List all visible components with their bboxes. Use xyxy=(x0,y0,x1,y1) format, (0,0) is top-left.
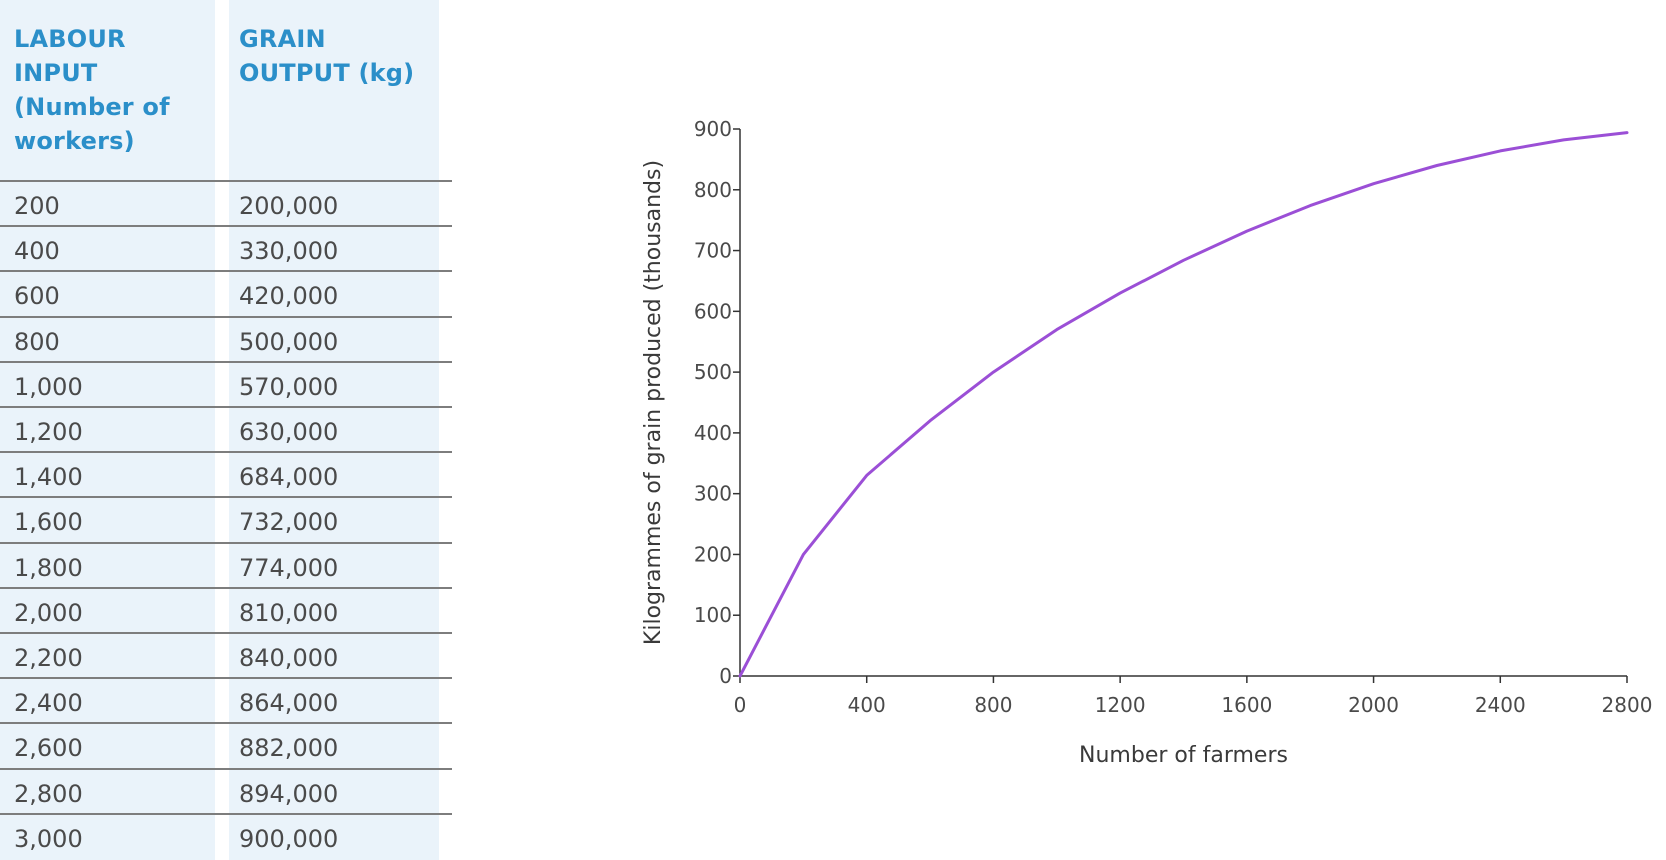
y-tick-label: 0 xyxy=(719,664,732,688)
table-row: 200 200,000 xyxy=(0,180,452,225)
x-tick-label: 1200 xyxy=(1095,693,1146,717)
table-row: 2,000 810,000 xyxy=(0,586,452,632)
table-row: 3,000 900,000 xyxy=(0,812,452,858)
x-tick-label: 0 xyxy=(734,693,747,717)
grain-output-cell: 840,000 xyxy=(239,644,339,672)
series-layer xyxy=(738,131,1629,678)
labour-input-cell: 2,200 xyxy=(14,644,83,672)
x-tick-label: 400 xyxy=(848,693,886,717)
grain-output-cell: 500,000 xyxy=(239,327,339,356)
grain-output-cell: 894,000 xyxy=(239,779,339,808)
grain-output-cell: 732,000 xyxy=(239,508,339,537)
x-tick-label: 800 xyxy=(974,693,1012,717)
table-row: 1,600 732,000 xyxy=(0,496,452,541)
y-tick-label: 900 xyxy=(694,117,732,141)
grain-column-background xyxy=(229,0,439,860)
y-tick-label: 300 xyxy=(694,482,732,506)
y-tick-label: 500 xyxy=(694,360,732,384)
y-axis: 0 100 200 300 400 500 600 700 800 900 xyxy=(694,117,741,688)
table-row: 1,800 774,000 xyxy=(0,541,452,587)
y-tick-label: 700 xyxy=(694,239,732,263)
y-tick-label: 800 xyxy=(694,178,732,202)
labour-input-cell: 1,800 xyxy=(14,553,83,582)
table-row: 2,200 840,000 xyxy=(0,632,452,677)
labour-input-cell: 1,000 xyxy=(14,372,83,401)
grain-output-cell: 810,000 xyxy=(239,598,339,627)
table-row: 1,000 570,000 xyxy=(0,360,452,406)
labour-input-cell: 800 xyxy=(14,327,60,356)
labour-input-header: LABOUR INPUT (Number of workers) xyxy=(14,25,170,155)
grain-output-cell: 684,000 xyxy=(239,463,339,492)
table-row: 600 420,000 xyxy=(0,270,452,315)
grain-output-cell: 330,000 xyxy=(239,237,339,266)
grain-output-cell: 420,000 xyxy=(239,282,339,311)
grain-output-header: GRAIN OUTPUT (kg) xyxy=(239,25,415,87)
grain-output-cell: 900,000 xyxy=(239,824,339,853)
series-line xyxy=(738,131,1629,678)
labour-input-cell: 1,600 xyxy=(14,508,83,537)
labour-input-cell: 1,400 xyxy=(14,463,83,492)
labour-input-cell: 1,200 xyxy=(14,418,83,446)
grain-output-cell: 570,000 xyxy=(239,372,339,401)
labour-column-background xyxy=(0,0,215,860)
labour-input-cell: 600 xyxy=(14,282,60,311)
table-row: 2,400 864,000 xyxy=(0,677,452,722)
labour-input-cell: 2,400 xyxy=(14,689,83,718)
labour-input-cell: 400 xyxy=(14,237,60,266)
labour-input-cell: 200 xyxy=(14,192,60,220)
x-tick-label: 2400 xyxy=(1475,693,1526,717)
table-row: 1,200 630,000 xyxy=(0,406,452,451)
grain-output-cell: 882,000 xyxy=(239,734,339,763)
labour-input-cell: 2,800 xyxy=(14,779,83,808)
labour-input-cell: 2,600 xyxy=(14,734,83,763)
y-tick-label: 600 xyxy=(694,299,732,323)
x-tick-label: 2800 xyxy=(1602,693,1653,717)
x-axis-title: Number of farmers xyxy=(1079,743,1288,768)
data-table: LABOUR INPUT (Number of workers) GRAIN O… xyxy=(0,0,452,860)
grain-output-cell: 200,000 xyxy=(239,192,339,220)
table-row: 2,600 882,000 xyxy=(0,722,452,767)
table-row: 2,800 894,000 xyxy=(0,767,452,813)
labour-input-cell: 3,000 xyxy=(14,824,83,853)
x-tick-label: 1600 xyxy=(1221,693,1272,717)
y-axis-title: Kilogrammes of grain produced (thousands… xyxy=(641,160,666,645)
grain-output-cell: 630,000 xyxy=(239,418,339,446)
y-tick-label: 100 xyxy=(694,603,732,627)
y-tick-label: 400 xyxy=(694,421,732,445)
table-row: 400 330,000 xyxy=(0,225,452,270)
grain-output-cell: 774,000 xyxy=(239,553,339,582)
x-axis: 0 400 800 1200 1600 2000 2400 2800 xyxy=(734,675,1653,717)
grain-output-cell: 864,000 xyxy=(239,689,339,718)
x-tick-label: 2000 xyxy=(1348,693,1399,717)
y-tick-label: 200 xyxy=(694,542,732,566)
table-row: 800 500,000 xyxy=(0,315,452,361)
labour-input-cell: 2,000 xyxy=(14,598,83,627)
table-row: 1,400 684,000 xyxy=(0,451,452,496)
